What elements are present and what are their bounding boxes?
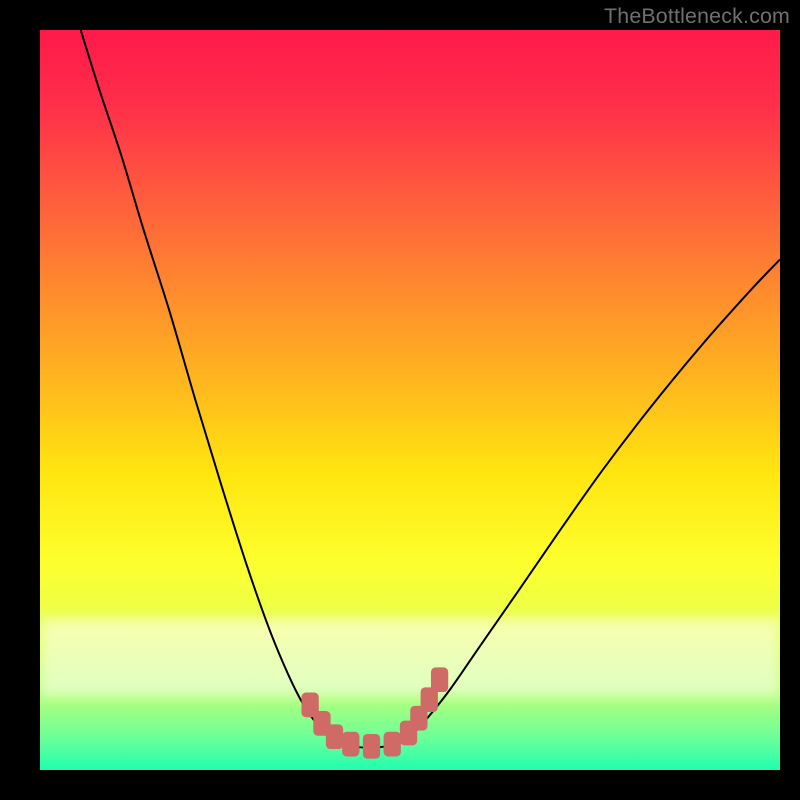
curve-marker bbox=[363, 734, 379, 758]
curve-marker bbox=[384, 732, 400, 756]
curve-marker bbox=[326, 725, 342, 749]
white-band bbox=[40, 618, 780, 696]
chart-canvas bbox=[0, 0, 800, 800]
image-root: TheBottleneck.com bbox=[0, 0, 800, 800]
curve-marker bbox=[343, 732, 359, 756]
curve-marker bbox=[431, 668, 447, 692]
watermark-text: TheBottleneck.com bbox=[604, 4, 790, 29]
